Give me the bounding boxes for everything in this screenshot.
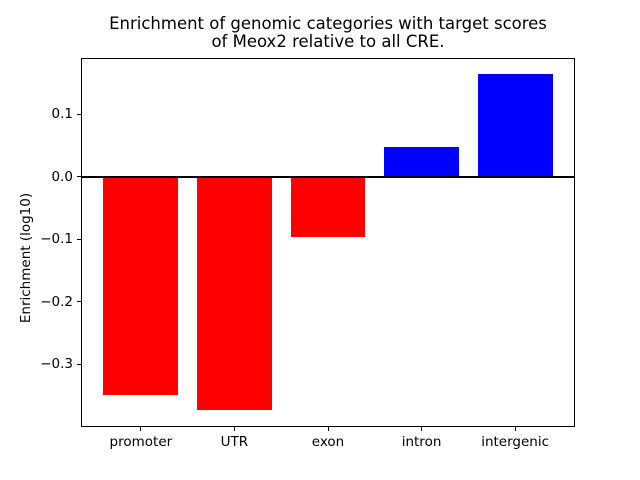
chart-title: Enrichment of genomic categories with ta… — [81, 15, 575, 51]
bar-UTR — [197, 176, 272, 411]
x-tick-mark — [140, 427, 142, 431]
x-tick-mark — [421, 427, 423, 431]
chart-title-line-1: Enrichment of genomic categories with ta… — [109, 14, 547, 33]
bar-exon — [290, 176, 366, 238]
bar-intron — [384, 147, 459, 177]
x-tick-label: exon — [311, 434, 345, 450]
y-tick-label: −0.2 — [40, 293, 73, 310]
y-tick-label: 0.0 — [51, 168, 73, 185]
bar-promoter — [103, 176, 179, 396]
x-tick-mark — [327, 427, 329, 431]
x-tick-mark — [514, 427, 516, 431]
x-tick-label: UTR — [220, 434, 249, 450]
y-tick-mark — [77, 301, 81, 303]
y-tick-mark — [77, 113, 81, 115]
x-tick-mark — [233, 427, 235, 431]
y-tick-mark — [77, 363, 81, 365]
bar-intergenic — [477, 74, 553, 177]
y-tick-label: −0.1 — [40, 231, 73, 248]
x-tick-label: intergenic — [481, 434, 550, 450]
x-tick-label: intron — [401, 434, 442, 450]
chart-title-line-2: of Meox2 relative to all CRE. — [211, 32, 445, 51]
x-tick-label: promoter — [109, 434, 173, 450]
y-tick-mark — [77, 176, 81, 178]
y-tick-label: −0.3 — [40, 356, 73, 373]
y-tick-mark — [77, 238, 81, 240]
y-tick-label: 0.1 — [51, 106, 73, 123]
zero-line — [81, 175, 575, 179]
